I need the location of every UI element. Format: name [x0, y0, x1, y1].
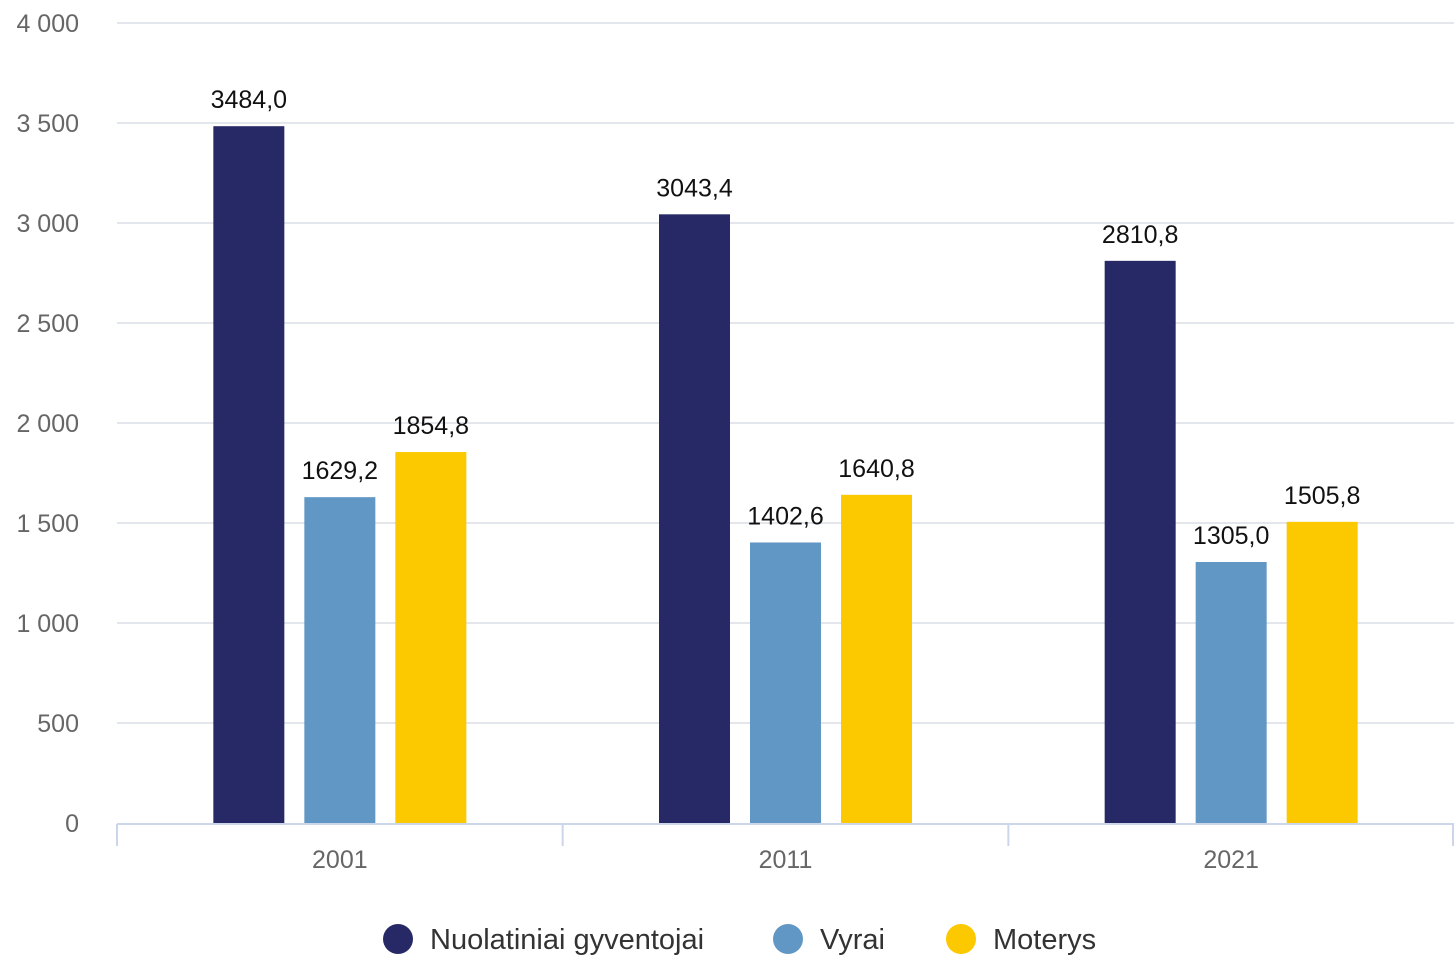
data-label: 3043,4: [656, 174, 733, 202]
bar-moterys-2021[interactable]: [1286, 521, 1358, 823]
y-tick-label: 0: [65, 810, 79, 838]
legend-item-moterys[interactable]: Moterys: [946, 924, 1096, 956]
data-label: 1854,8: [393, 412, 469, 440]
y-tick-label: 1 000: [16, 610, 79, 638]
data-label: 3484,0: [211, 86, 287, 114]
bar-nuolatiniai-gyventojai-2001[interactable]: [213, 126, 285, 823]
legend-swatch: [946, 924, 976, 954]
data-label: 1305,0: [1193, 522, 1269, 550]
y-tick-label: 500: [37, 710, 79, 738]
bar-moterys-2001[interactable]: [395, 452, 467, 823]
y-tick-label: 1 500: [16, 510, 79, 538]
data-labels: 3484,0 1629,2 1854,8 3043,4 1402,6 1640,8 2810…: [211, 86, 1361, 550]
y-axis: 0 500 1 000 1 500 2 000 2 500 3 000 3 500 4 000: [16, 10, 79, 838]
y-tick-label: 3 000: [16, 210, 79, 238]
y-tick-label: 4 000: [16, 10, 79, 38]
data-label: 1505,8: [1284, 482, 1360, 510]
data-label: 1629,2: [302, 457, 378, 485]
y-tick-label: 2 500: [16, 310, 79, 338]
bars: [213, 126, 1358, 824]
x-tick-label: 2021: [1203, 846, 1259, 874]
data-label: 1640,8: [838, 455, 914, 483]
x-tick-label: 2011: [759, 846, 813, 874]
legend-swatch: [773, 924, 803, 954]
y-tick-label: 2 000: [16, 410, 79, 438]
bar-vyrai-2001[interactable]: [304, 497, 376, 823]
bar-vyrai-2021[interactable]: [1195, 562, 1267, 823]
bar-nuolatiniai-gyventojai-2021[interactable]: [1104, 260, 1176, 824]
x-tick-label: 2001: [312, 846, 368, 874]
legend-swatch: [383, 924, 413, 954]
legend-label: Moterys: [993, 924, 1096, 956]
data-label: 2810,8: [1102, 221, 1178, 249]
x-axis: 2001 2011 2021: [116, 823, 1454, 874]
y-tick-label: 3 500: [16, 110, 79, 138]
bar-vyrai-2011[interactable]: [750, 542, 821, 823]
bar-moterys-2011[interactable]: [841, 494, 912, 823]
legend[interactable]: Nuolatiniai gyventojai Vyrai Moterys: [383, 924, 1096, 956]
legend-label: Vyrai: [820, 924, 885, 956]
legend-label: Nuolatiniai gyventojai: [430, 924, 704, 956]
legend-item-vyrai[interactable]: Vyrai: [773, 924, 885, 956]
legend-item-nuolatiniai-gyventojai[interactable]: Nuolatiniai gyventojai: [383, 924, 704, 956]
data-label: 1402,6: [747, 502, 823, 530]
bar-nuolatiniai-gyventojai-2011[interactable]: [659, 214, 730, 823]
